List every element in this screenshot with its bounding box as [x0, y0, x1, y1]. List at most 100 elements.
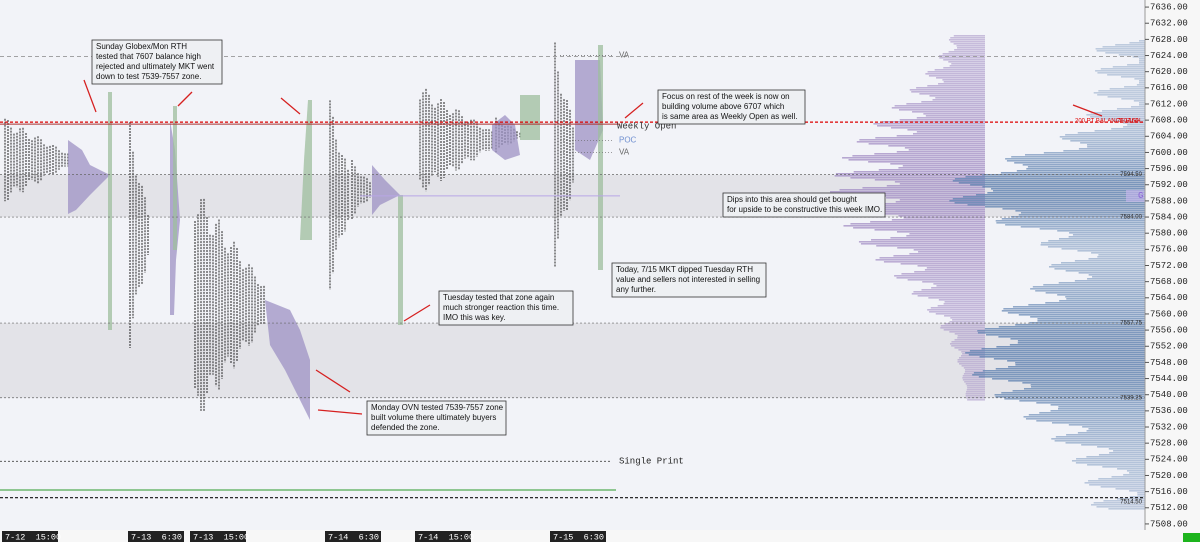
composite-row	[1066, 434, 1145, 436]
composite-row	[932, 99, 985, 101]
composite-row	[1065, 296, 1145, 298]
y-tick-label: 7536.00	[1150, 406, 1188, 416]
annotation-box	[611, 262, 767, 298]
composite-row	[1107, 74, 1145, 76]
composite-row	[1028, 304, 1145, 306]
composite-row	[913, 291, 985, 293]
x-tick-label: 7-14 15:00	[418, 532, 474, 542]
zone-label: 7557.75	[1120, 321, 1142, 327]
composite-row	[913, 133, 985, 135]
composite-row	[1087, 464, 1145, 466]
composite-row	[1139, 102, 1145, 104]
composite-row	[954, 178, 1145, 180]
composite-row	[1100, 68, 1145, 70]
composite-row	[935, 97, 985, 99]
composite-row	[1001, 392, 1145, 394]
y-tick-label: 7532.00	[1150, 422, 1188, 432]
composite-row	[1009, 344, 1145, 346]
composite-row	[1000, 172, 1145, 174]
composite-row	[944, 315, 985, 317]
annotation-text: tested that 7607 balance high	[96, 52, 201, 61]
composite-row	[899, 119, 985, 121]
composite-row	[1063, 150, 1145, 152]
composite-row	[948, 39, 985, 41]
composite-row	[852, 155, 985, 157]
composite-row	[927, 71, 985, 73]
composite-row	[1097, 94, 1145, 96]
composite-row	[964, 371, 985, 373]
composite-row	[978, 376, 1145, 378]
composite-row	[943, 303, 985, 305]
composite-row	[1124, 86, 1145, 88]
composite-row	[962, 379, 985, 381]
composite-row	[853, 171, 985, 173]
composite-row	[875, 137, 985, 139]
composite-row	[1015, 210, 1145, 212]
profile-label: POC	[619, 135, 637, 144]
status-box	[1183, 533, 1200, 542]
composite-row	[1137, 494, 1145, 496]
composite-row	[986, 334, 1145, 336]
volume-shape	[68, 140, 110, 214]
composite-row	[1023, 388, 1145, 390]
composite-row	[1065, 134, 1145, 136]
composite-row	[1039, 412, 1145, 414]
composite-row	[1070, 140, 1145, 142]
composite-row	[1051, 422, 1145, 424]
composite-row	[1109, 88, 1145, 90]
composite-row	[1057, 408, 1145, 410]
composite-row	[907, 129, 985, 131]
composite-row	[1030, 384, 1145, 386]
composite-row	[954, 347, 985, 349]
composite-row	[979, 356, 1145, 358]
composite-row	[1105, 52, 1145, 54]
composite-row	[878, 213, 985, 215]
composite-row	[961, 365, 985, 367]
composite-row	[1008, 380, 1145, 382]
y-tick-label: 7636.00	[1150, 2, 1188, 12]
composite-row	[1059, 300, 1145, 302]
composite-row	[1090, 116, 1145, 118]
composite-row	[1047, 246, 1145, 248]
composite-row	[897, 247, 985, 249]
y-tick-label: 7592.00	[1150, 180, 1188, 190]
x-label-box	[128, 531, 184, 542]
composite-row	[1051, 264, 1145, 266]
composite-row	[967, 399, 985, 401]
composite-row	[942, 79, 985, 81]
composite-row	[954, 49, 985, 51]
composite-row	[982, 186, 1145, 188]
x-label-box	[2, 531, 58, 542]
composite-row	[1039, 228, 1145, 230]
composite-row	[918, 251, 985, 253]
composite-row	[916, 117, 985, 119]
composite-row	[1089, 484, 1145, 486]
composite-row	[1008, 366, 1145, 368]
composite-row	[952, 198, 1145, 200]
composite-row	[1019, 400, 1145, 402]
composite-row	[965, 383, 985, 385]
composite-row	[996, 222, 1145, 224]
composite-row	[1058, 282, 1145, 284]
composite-row	[1112, 66, 1145, 68]
composite-row	[952, 180, 1145, 182]
composite-row	[902, 165, 985, 167]
composite-row	[1129, 496, 1145, 498]
composite-row	[1018, 314, 1145, 316]
composite-row	[1020, 212, 1145, 214]
y-tick-label: 7604.00	[1150, 132, 1188, 142]
composite-row	[893, 255, 985, 257]
composite-row	[1091, 252, 1145, 254]
composite-row	[934, 69, 985, 71]
composite-row	[925, 73, 985, 75]
composite-row	[984, 328, 1145, 330]
composite-row	[890, 163, 985, 165]
composite-row	[1068, 424, 1145, 426]
composite-row	[1080, 142, 1145, 144]
composite-row	[1087, 146, 1145, 148]
y-axis: 7508.00 7512.00 7516.00 7520.00 7524.00 7528.…	[1145, 2, 1188, 529]
composite-row	[1045, 292, 1145, 294]
composite-row	[965, 352, 1145, 354]
annotation-text: much stronger reaction this time.	[443, 303, 559, 312]
composite-row	[1058, 406, 1145, 408]
